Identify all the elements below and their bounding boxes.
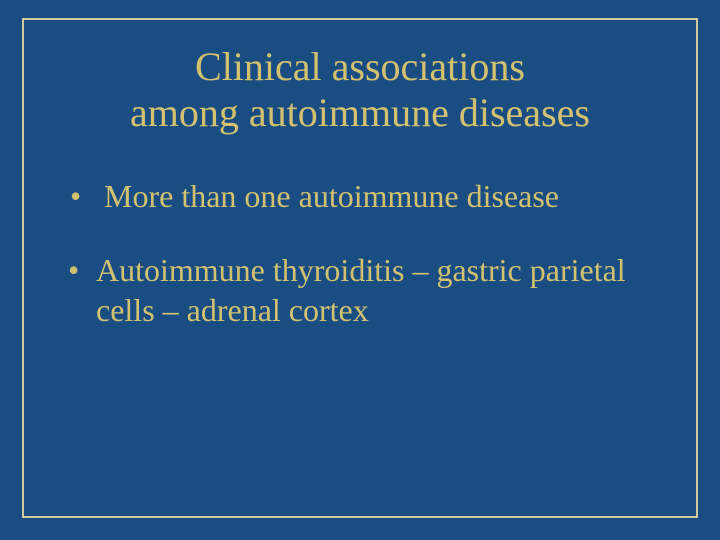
slide: Clinical associations among autoimmune d… (0, 0, 720, 540)
list-item: Autoimmune thyroiditis – gastric parieta… (64, 250, 656, 330)
list-item: More than one autoimmune disease (64, 176, 656, 216)
bullet-list: More than one autoimmune disease Autoimm… (64, 176, 656, 330)
slide-title: Clinical associations among autoimmune d… (64, 44, 656, 136)
slide-border: Clinical associations among autoimmune d… (22, 18, 698, 518)
bullet-text: More than one autoimmune disease (104, 178, 559, 214)
title-line-1: Clinical associations (195, 44, 525, 89)
bullet-text: Autoimmune thyroiditis – gastric parieta… (96, 252, 626, 328)
title-line-2: among autoimmune diseases (130, 90, 590, 135)
